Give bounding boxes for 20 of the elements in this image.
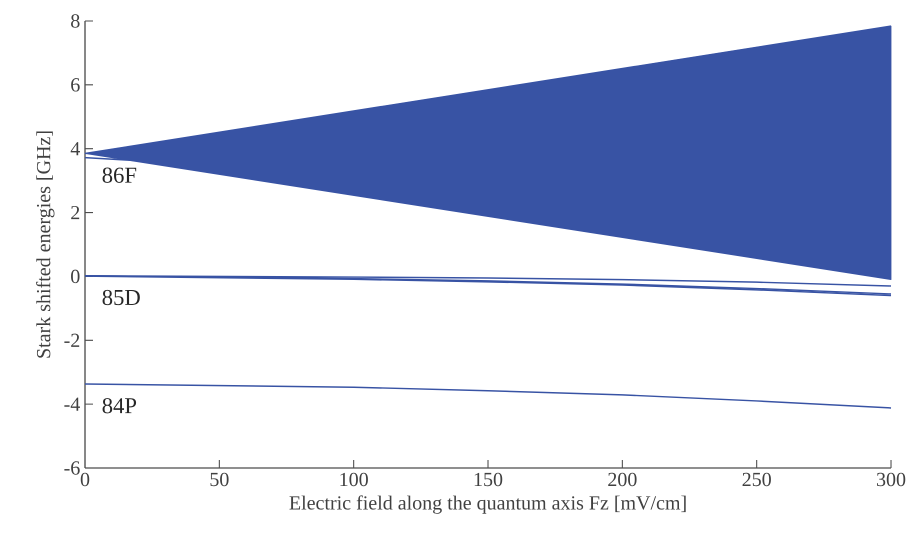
x-tick-label: 0 <box>80 472 90 486</box>
annotation: 85D <box>102 290 140 306</box>
y-tick-label: 0 <box>71 270 80 284</box>
y-tick-label: -4 <box>64 398 80 411</box>
y-tick-label: -2 <box>64 334 80 347</box>
x-tick-label: 100 <box>340 472 368 486</box>
x-tick-label: 250 <box>742 472 771 486</box>
x-tick-label: 50 <box>210 472 229 486</box>
y-tick-label: 4 <box>70 142 80 156</box>
y-axis-title: Stark shifted energies [GHz] <box>36 131 54 358</box>
annotation: 86F <box>102 168 136 183</box>
y-tick-label: 8 <box>71 14 80 28</box>
x-tick-label: 200 <box>608 472 637 486</box>
y-tick-label: 6 <box>71 78 80 92</box>
x-tick-label: 150 <box>474 472 502 486</box>
annotation: 84P <box>102 398 136 414</box>
y-tick-label: 2 <box>71 206 80 220</box>
y-tick-label: -6 <box>64 461 80 475</box>
x-axis-title: Electric field along the quantum axis Fz [mV/cm] <box>289 495 686 514</box>
x-tick-label: 300 <box>876 472 906 486</box>
